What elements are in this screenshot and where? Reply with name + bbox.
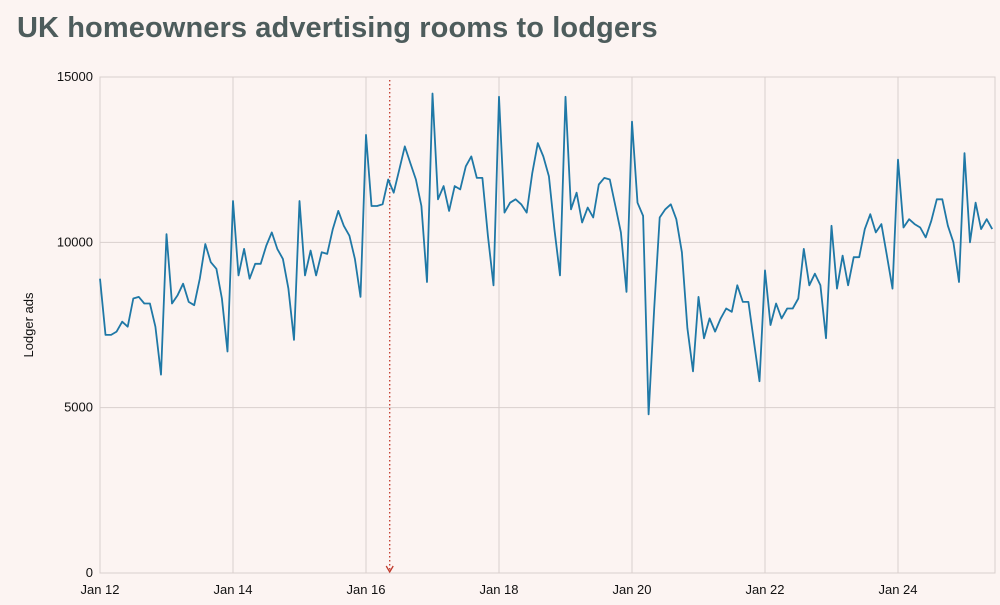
- series-line-lodger-ads: [99, 92, 993, 416]
- marker-arrow-icon: [385, 565, 394, 574]
- x-tick-label: Jan 18: [479, 582, 518, 597]
- y-tick-label: 15000: [57, 69, 93, 84]
- y-tick-label: 5000: [64, 400, 93, 415]
- x-tick-label: Jan 22: [745, 582, 784, 597]
- gridlines: [99, 76, 996, 574]
- marker-line: [385, 80, 394, 574]
- x-tick-label: Jan 20: [612, 582, 651, 597]
- x-tick-label: Jan 14: [213, 582, 252, 597]
- y-tick-label: 0: [86, 565, 93, 580]
- y-axis-ticks: 0 5000 10000 15000: [57, 69, 93, 580]
- y-tick-label: 10000: [57, 234, 93, 249]
- plot-frame: [99, 76, 996, 574]
- x-tick-label: Jan 12: [80, 582, 119, 597]
- x-tick-label: Jan 24: [878, 582, 917, 597]
- x-axis-ticks: Jan 12 Jan 14 Jan 16 Jan 18 Jan 20 Jan 22 Jan …: [80, 582, 917, 597]
- y-axis-label: Lodger ads: [21, 292, 36, 358]
- data-points: [99, 93, 993, 415]
- x-tick-label: Jan 16: [346, 582, 385, 597]
- chart-title: UK homeowners advertising rooms to lodge…: [17, 12, 658, 44]
